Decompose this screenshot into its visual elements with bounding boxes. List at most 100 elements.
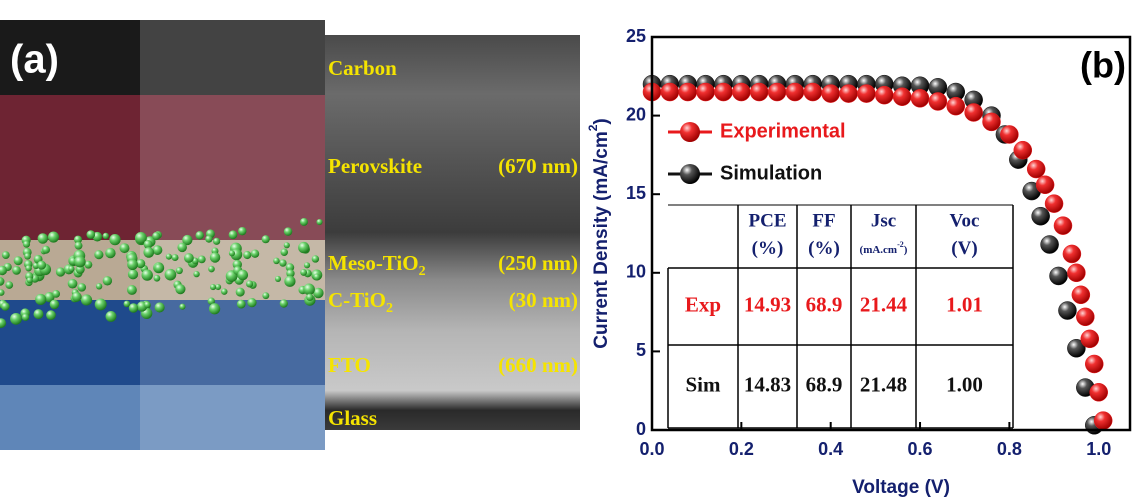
marker	[840, 85, 858, 103]
particle	[154, 275, 161, 282]
particle	[210, 284, 216, 290]
y-tick-label: 10	[626, 262, 646, 282]
particle	[172, 254, 179, 261]
table-cell: 1.00	[946, 372, 983, 396]
legend-label: Simulation	[720, 162, 822, 184]
table-unit: (%)	[808, 238, 840, 259]
marker	[1058, 302, 1076, 320]
marker	[768, 83, 786, 101]
marker	[1072, 286, 1090, 304]
particle	[23, 241, 30, 248]
y-tick-label: 25	[626, 26, 646, 46]
y-tick-label: 0	[636, 419, 646, 439]
particle	[144, 301, 151, 308]
marker	[1050, 267, 1068, 285]
particle	[209, 303, 220, 314]
particle	[74, 256, 86, 268]
particle	[275, 276, 281, 282]
particle	[312, 255, 319, 262]
layer-thickness: (30 nm)	[509, 288, 578, 312]
legend-label: Experimental	[720, 120, 846, 142]
particle	[304, 262, 310, 268]
table-unit: (V)	[951, 238, 977, 259]
particle	[243, 251, 251, 259]
unit-text: (V)	[951, 238, 977, 259]
particle	[298, 242, 309, 253]
particle	[152, 232, 160, 240]
particle	[246, 280, 253, 287]
particle	[10, 313, 22, 325]
marker	[875, 86, 893, 104]
marker	[947, 97, 965, 115]
layer-name-text: Glass	[328, 406, 377, 430]
marker	[1054, 217, 1072, 235]
particle	[316, 219, 322, 225]
marker	[1094, 412, 1112, 430]
panel-label: (a)	[10, 38, 59, 82]
particle	[229, 230, 238, 239]
particle	[237, 270, 248, 281]
table-header: FF	[812, 210, 835, 231]
marker	[786, 83, 804, 101]
particle	[105, 248, 115, 258]
table-cell: 14.83	[744, 372, 791, 396]
subscript: 2	[419, 264, 426, 279]
y-label-end: )	[591, 118, 612, 124]
particle	[193, 271, 199, 277]
x-tick-label: 0.8	[997, 439, 1022, 459]
marker	[697, 83, 715, 101]
particle	[176, 267, 183, 274]
table-unit: (mA.cm-2)	[860, 240, 908, 256]
particle	[127, 285, 137, 295]
table-cell: 14.93	[744, 292, 791, 316]
particle	[52, 290, 60, 298]
marker	[1090, 383, 1108, 401]
legend-marker	[680, 164, 700, 184]
particle	[155, 302, 165, 312]
marker	[1063, 245, 1081, 263]
table-cell: 21.44	[860, 292, 908, 316]
particle	[46, 310, 56, 320]
particle	[208, 266, 215, 273]
particle	[50, 300, 59, 309]
particle	[124, 301, 131, 308]
marker	[983, 113, 1001, 131]
particle	[284, 227, 292, 235]
y-tick-label: 5	[636, 340, 646, 360]
table-cell: Sim	[685, 372, 721, 396]
particle	[142, 269, 153, 280]
particle	[14, 256, 23, 265]
particle	[127, 259, 138, 270]
marker	[1081, 330, 1099, 348]
y-label-text: Current Density (mA/cm	[591, 131, 612, 349]
chart: 05101520250.00.20.40.60.81.0Voltage (V)C…	[586, 26, 1130, 498]
particle	[251, 250, 259, 258]
table-cell: 21.48	[860, 372, 907, 396]
marker	[857, 85, 875, 103]
subscript: 2	[386, 301, 393, 316]
particle	[165, 269, 177, 281]
particle	[300, 218, 308, 226]
layer-name: Glass	[328, 406, 377, 430]
particle	[213, 238, 220, 245]
particle	[153, 245, 163, 255]
particle	[177, 243, 187, 253]
particle	[24, 253, 31, 260]
particle	[198, 256, 206, 264]
particle	[237, 300, 246, 309]
table-header: PCE	[749, 210, 787, 231]
x-tick-label: 1.0	[1086, 439, 1111, 459]
marker	[1000, 125, 1018, 143]
particle	[75, 242, 83, 250]
particle	[68, 266, 74, 272]
layer-name: FTO	[328, 353, 371, 377]
legend-marker	[680, 122, 700, 142]
marker	[1067, 264, 1085, 282]
particle	[300, 269, 307, 276]
particle	[120, 243, 130, 253]
particle	[284, 276, 295, 287]
layer-name: Perovskite	[328, 154, 422, 178]
panel-label: (b)	[1080, 45, 1126, 86]
particle	[247, 298, 256, 307]
particle	[175, 284, 185, 294]
